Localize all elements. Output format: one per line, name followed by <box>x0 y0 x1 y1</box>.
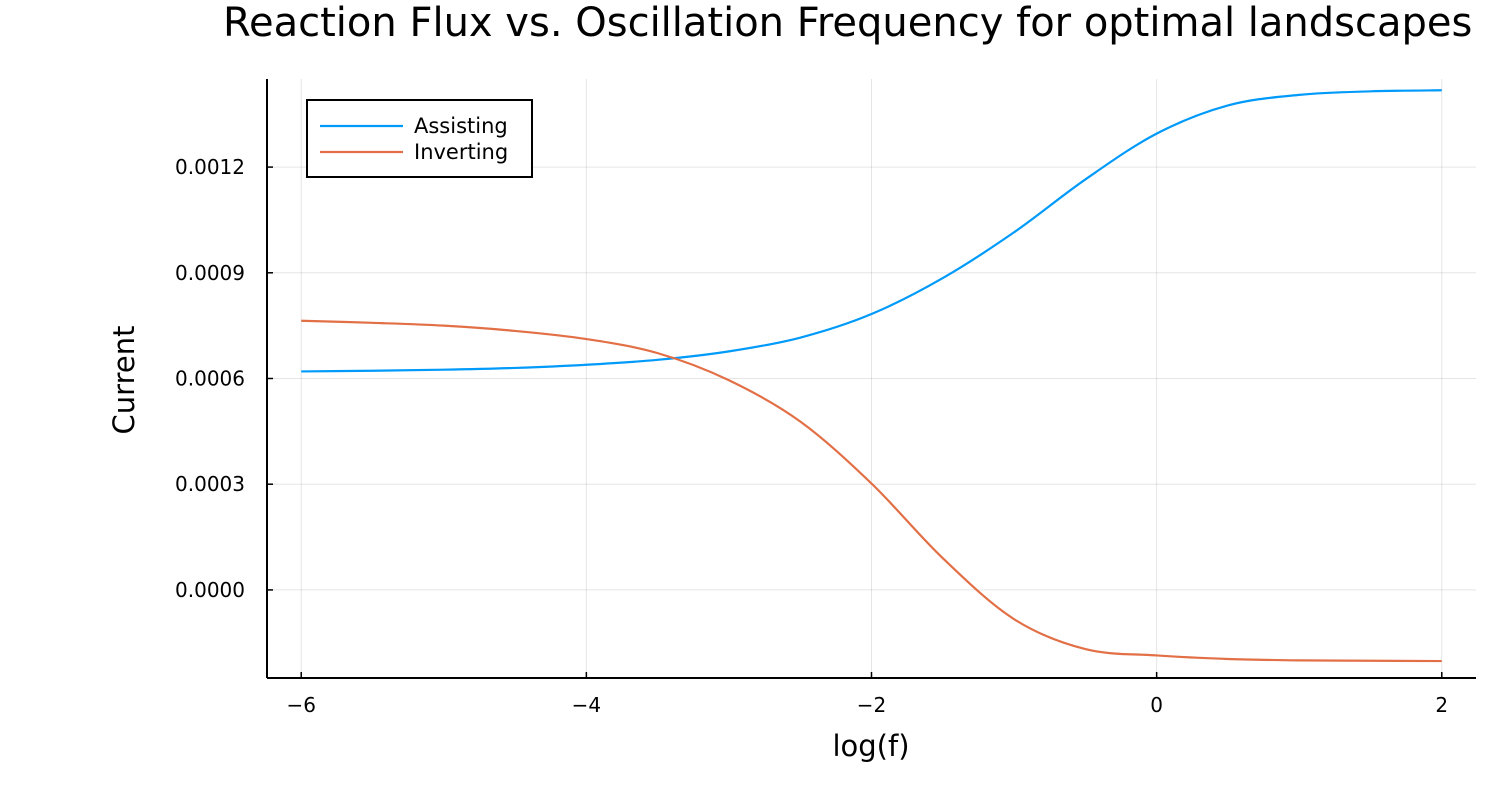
series-lines <box>301 89 1442 663</box>
ticks: −6 −4 −2 0 2 0.0000 0.0003 0.0006 0.0009 0.0012 <box>175 155 1448 717</box>
y-tick-label: 0.0003 <box>175 472 245 496</box>
x-tick-label: −6 <box>286 693 315 717</box>
y-tick-label: 0.0009 <box>175 261 245 285</box>
y-tick-label: 0.0012 <box>175 155 245 179</box>
y-axis-label: Current <box>107 326 141 435</box>
x-tick-label: −4 <box>572 693 601 717</box>
x-tick-label: 2 <box>1435 693 1448 717</box>
y-tick-label: 0.0000 <box>175 578 245 602</box>
chart-title: Reaction Flux vs. Oscillation Frequency … <box>223 0 1473 46</box>
series-line-assisting <box>301 89 1442 373</box>
x-axis-label: log(f) <box>832 729 909 763</box>
x-tick-label: −2 <box>857 693 886 717</box>
x-tick-label: 0 <box>1150 693 1163 717</box>
legend-label: Inverting <box>414 140 508 164</box>
series-line-inverting <box>301 319 1442 663</box>
legend-label: Assisting <box>414 114 508 138</box>
grid-lines <box>267 79 1476 678</box>
y-tick-label: 0.0006 <box>175 367 245 391</box>
legend-box <box>306 99 533 178</box>
